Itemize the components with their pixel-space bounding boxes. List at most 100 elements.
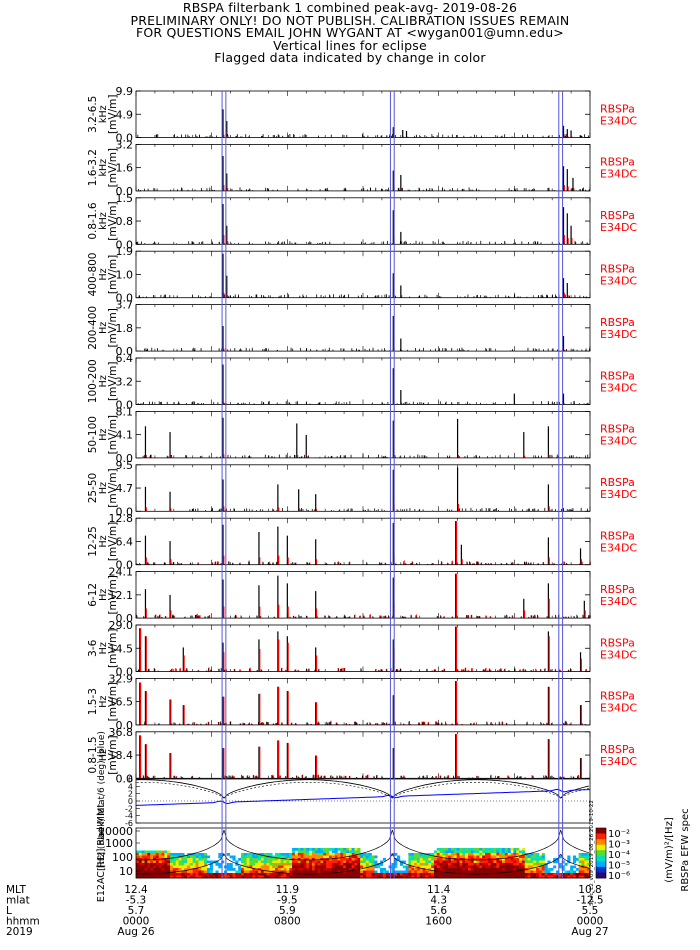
spec-cell [263, 855, 267, 859]
spec-cell [394, 863, 398, 866]
spec-cell [578, 855, 582, 859]
y-label-unit-hz: Hz [98, 429, 109, 441]
spec-cell [269, 858, 273, 861]
spec-cell [411, 855, 415, 859]
spec-cell [541, 875, 545, 879]
y-tick-label: 0.0 [116, 559, 134, 572]
spec-cell [297, 865, 301, 869]
x-row-value: 10.8 [578, 884, 601, 896]
spec-cell [206, 868, 211, 871]
spec-cell [306, 853, 310, 856]
spec-cell [147, 868, 151, 871]
spec-cell [136, 850, 140, 854]
spec-cell [414, 858, 418, 861]
spec-cell [218, 875, 222, 879]
spec-cell [382, 868, 386, 871]
spec-cell [323, 848, 327, 851]
spec-cell [456, 855, 460, 859]
spec-cell [351, 848, 355, 851]
spec-cell [328, 875, 333, 879]
spec-cell [527, 858, 531, 861]
spec-cell [490, 875, 494, 879]
spec-cell [533, 855, 537, 859]
spec-cell [323, 865, 327, 869]
spec-cell [416, 873, 421, 876]
spec-cell [450, 848, 455, 851]
spec-cell [399, 875, 404, 879]
spec-cell [445, 853, 449, 856]
spec-cell [340, 850, 344, 854]
spec-cell [141, 868, 145, 871]
spec-cell [442, 850, 446, 854]
gyro-curve [223, 853, 393, 875]
spec-cell [195, 858, 199, 861]
probe-tag: RBSPa [600, 102, 635, 115]
spec-cell [448, 870, 452, 874]
spec-cell [269, 863, 273, 866]
spec-cell [164, 860, 168, 864]
spec-cell [473, 865, 477, 869]
spec-cell [581, 853, 585, 856]
spec-cell [572, 858, 577, 861]
spec-cell [181, 868, 185, 871]
y-label-unit-hz: kHz [98, 159, 109, 177]
spec-cell [496, 858, 500, 861]
spec-cell [519, 863, 523, 866]
y-tick-label: 3.2 [116, 375, 134, 388]
spec-cell [391, 863, 395, 866]
spec-cell [572, 855, 577, 859]
spec-cell [155, 868, 159, 871]
spec-cell [519, 873, 523, 876]
y-axis-label: 3-6 Hz[mV/m] [87, 629, 119, 668]
spec-cell [459, 848, 463, 851]
probe-tag: RBSPa [600, 209, 635, 222]
spec-cell [397, 875, 401, 879]
spec-cell [175, 868, 179, 871]
spec-cell [536, 860, 540, 864]
spec-cell [286, 863, 290, 866]
spec-cell [541, 853, 545, 856]
spec-cell [479, 848, 483, 851]
spec-cell [482, 858, 486, 861]
y-tick-label: 9.5 [116, 459, 134, 472]
spec-cell [385, 873, 389, 876]
spec-cell [289, 875, 293, 879]
spec-cell [402, 865, 406, 869]
spec-cell [255, 860, 259, 864]
spec-cell [485, 868, 489, 871]
spec-cell [414, 868, 418, 871]
spec-cell [408, 860, 412, 864]
spec-cell [445, 858, 449, 861]
spec-cell [136, 858, 140, 861]
x-row-value: 5.7 [128, 905, 145, 917]
spec-cell [275, 855, 279, 859]
spec-cell [326, 870, 330, 874]
spec-cell [530, 853, 534, 856]
spec-cell [300, 853, 304, 856]
panel-frame [135, 197, 591, 245]
spec-cell [326, 853, 330, 856]
y-label-unit-hz: Hz [98, 535, 109, 547]
panel-frame [135, 678, 591, 726]
spec-cell [181, 853, 185, 856]
y-tick-label: 24.1 [109, 566, 134, 579]
spec-cell [221, 873, 225, 876]
spec-cell [473, 860, 477, 864]
spec-cell [243, 865, 247, 869]
spec-cell [442, 860, 446, 864]
spec-cell [158, 868, 162, 871]
spec-cell [465, 855, 469, 859]
y-axis-label: 25-50 Hz[mV/m] [87, 468, 119, 507]
spec-cell [155, 865, 159, 869]
spec-cell [204, 858, 208, 861]
spec-cell [198, 853, 202, 856]
spec-cell [345, 875, 350, 879]
y-tick-label: 0.0 [116, 772, 134, 785]
y-tick-label: 8.1 [116, 405, 134, 418]
spec-cell [178, 865, 182, 869]
spec-cell [408, 868, 412, 871]
spec-cell [439, 850, 443, 854]
spec-cell [195, 853, 199, 856]
spec-cell [144, 865, 148, 869]
